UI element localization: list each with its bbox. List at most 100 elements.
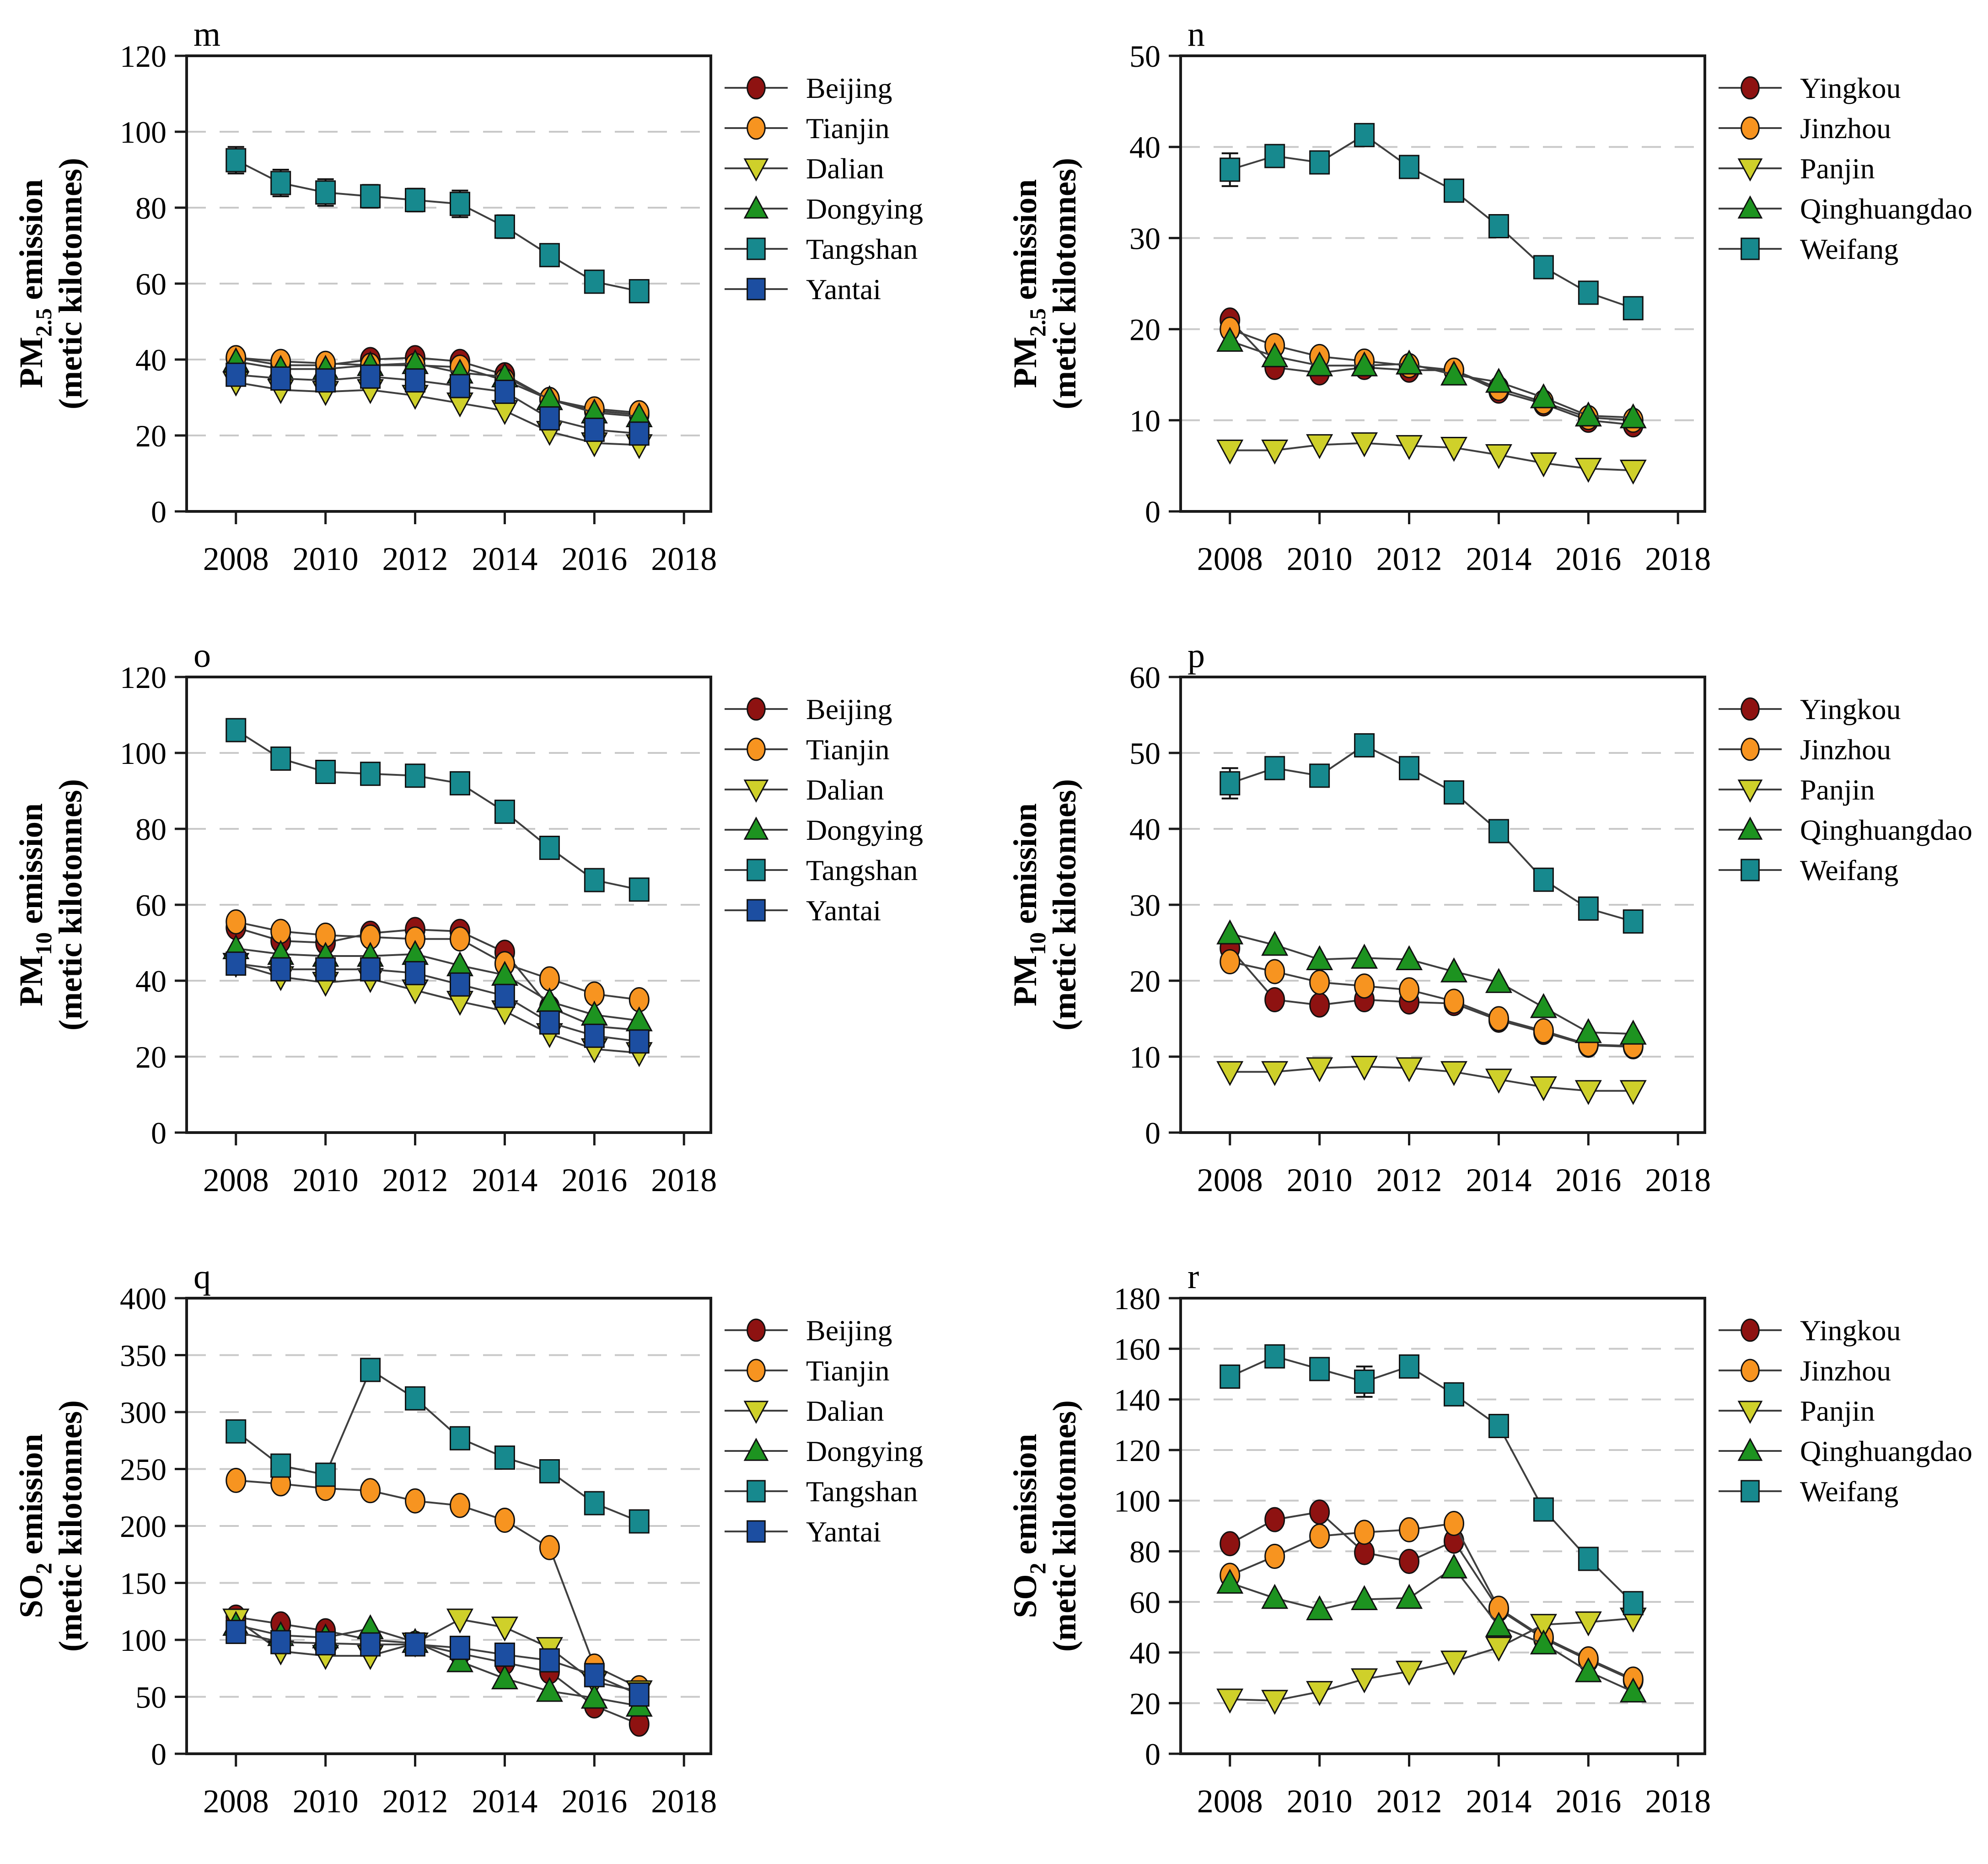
y-tick-label: 60 [1129, 1585, 1161, 1620]
triangle-up-marker [1261, 930, 1289, 956]
square-marker [1264, 1344, 1285, 1369]
x-axis-ticks: 2008 2010 2012 2014 2016 2018 [1197, 1754, 1711, 1820]
square-marker [539, 406, 560, 431]
legend-label: Tianjin [806, 112, 890, 145]
triangle-up-marker [1737, 1438, 1763, 1461]
y-tick-label: 60 [135, 267, 167, 301]
square-marker [584, 1491, 605, 1515]
y-axis-title-line1: SO2 emission [1007, 1434, 1050, 1618]
square-marker [629, 1029, 650, 1054]
y-tick-label: 50 [1129, 736, 1161, 771]
x-tick-label: 2012 [382, 1783, 448, 1820]
x-tick-label: 2014 [1466, 1783, 1531, 1820]
triangle-down-marker [1440, 437, 1468, 462]
y-tick-label: 0 [151, 494, 167, 529]
series-qinghuangdao [1216, 1553, 1647, 1703]
legend-label: Tianjin [806, 733, 890, 766]
legend-label: Qinghuangdao [1800, 193, 1972, 225]
square-marker [226, 951, 247, 976]
circle-marker [360, 1478, 381, 1504]
y-tick-label: 40 [135, 343, 167, 377]
circle-marker [1443, 1510, 1464, 1536]
square-marker [747, 237, 766, 260]
legend-label: Jinzhou [1800, 1354, 1891, 1387]
triangle-down-marker [1440, 1650, 1468, 1676]
y-tick-label: 200 [120, 1509, 167, 1544]
y-axis-ticks: 0 10 20 30 40 50 60 [1129, 660, 1181, 1150]
square-marker [315, 1631, 336, 1655]
y-tick-label: 100 [120, 736, 167, 771]
square-marker [226, 148, 247, 172]
square-marker [1623, 296, 1644, 321]
square-marker [1443, 1382, 1464, 1407]
x-tick-label: 2018 [1645, 1783, 1711, 1820]
triangle-up-marker [1396, 349, 1423, 375]
x-tick-label: 2012 [382, 1162, 448, 1198]
x-tick-label: 2012 [1376, 1162, 1442, 1198]
legend-item-dongying: Dongying [725, 814, 923, 846]
triangle-up-marker [743, 195, 769, 219]
square-marker [360, 1358, 381, 1382]
square-marker [629, 1509, 650, 1534]
legend-item-dalian: Dalian [725, 774, 884, 806]
legend-item-qinghuangdao: Qinghuangdao [1719, 1435, 1972, 1467]
circle-marker [1741, 116, 1760, 140]
legend-label: Dongying [806, 193, 923, 225]
legend-item-tianjin: Tianjin [725, 112, 890, 145]
triangle-down-marker [1574, 1080, 1602, 1105]
y-tick-label: 20 [135, 1040, 167, 1074]
legend: Yingkou Jinzhou Panjin Qinghuangdao Weifang [1719, 72, 1972, 265]
y-tick-label: 60 [1129, 660, 1161, 695]
legend-item-tangshan: Tangshan [725, 233, 918, 265]
y-tick-label: 180 [1114, 1281, 1161, 1316]
circle-marker [747, 697, 766, 721]
circle-marker [1741, 1359, 1760, 1382]
circle-marker [1741, 1318, 1760, 1342]
circle-marker [1741, 76, 1760, 100]
circle-marker [747, 1359, 766, 1382]
circle-marker [449, 1493, 470, 1518]
square-marker [1741, 237, 1760, 260]
legend-item-qinghuangdao: Qinghuangdao [1719, 193, 1972, 225]
legend-item-jinzhou: Jinzhou [1719, 112, 1891, 145]
y-tick-label: 80 [1129, 1534, 1161, 1569]
legend-item-weifang: Weifang [1719, 854, 1898, 886]
x-tick-label: 2014 [472, 541, 537, 577]
plot-frame [1179, 1297, 1706, 1755]
series-qinghuangdao [1216, 919, 1647, 1045]
y-tick-label: 20 [1129, 312, 1161, 347]
y-tick-label: 100 [1114, 1484, 1161, 1519]
y-tick-label: 20 [135, 419, 167, 453]
triangle-up-marker [1530, 383, 1557, 408]
legend-item-weifang: Weifang [1719, 233, 1898, 265]
gridlines [1181, 1348, 1705, 1704]
y-tick-label: 30 [1129, 888, 1161, 923]
square-marker [584, 868, 605, 892]
x-tick-label: 2018 [1645, 1162, 1711, 1198]
y-axis-title-line2: (metic kilotonnes) [1046, 1400, 1083, 1652]
legend-label: Yingkou [1800, 72, 1901, 104]
circle-marker [747, 1318, 766, 1342]
triangle-up-marker [1440, 1553, 1468, 1579]
triangle-down-marker [1485, 1637, 1512, 1662]
legend: Beijing Tianjin Dalian Dongying Tangshan Yant… [725, 72, 923, 306]
x-tick-label: 2016 [1555, 541, 1621, 577]
square-marker [1533, 1497, 1554, 1522]
y-tick-label: 20 [1129, 1686, 1161, 1721]
circle-marker [494, 1508, 515, 1533]
triangle-up-marker [1530, 993, 1557, 1018]
y-tick-label: 350 [120, 1338, 167, 1373]
square-marker [226, 718, 247, 742]
square-marker [315, 368, 336, 393]
square-marker [539, 1459, 560, 1483]
legend-item-yingkou: Yingkou [1719, 693, 1901, 725]
circle-marker [1264, 959, 1285, 984]
legend-item-yantai: Yantai [725, 273, 881, 306]
square-marker [1578, 280, 1599, 305]
circle-marker [1264, 987, 1285, 1012]
square-marker [747, 1480, 766, 1503]
y-tick-label: 80 [135, 191, 167, 226]
x-tick-label: 2018 [1645, 541, 1711, 577]
gridlines [187, 752, 711, 1058]
